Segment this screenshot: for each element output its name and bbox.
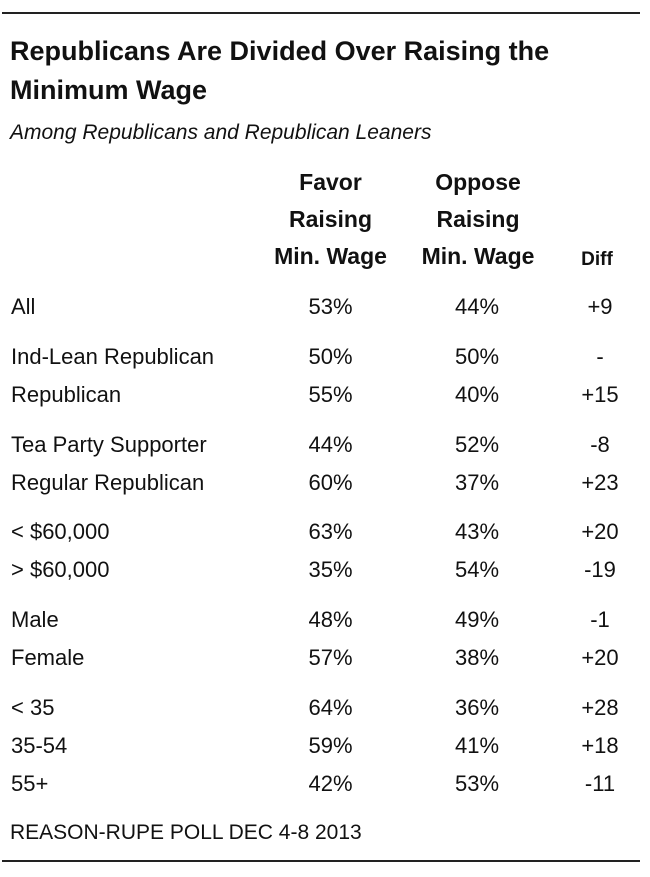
row-label: > $60,000 xyxy=(11,557,110,582)
oppose-value: 41% xyxy=(454,733,500,758)
favor-value: 48% xyxy=(308,607,353,632)
oppose-value: 52% xyxy=(454,432,500,457)
row-label: Regular Republican xyxy=(11,470,205,495)
header-oppose: Oppose Raising Min. Wage xyxy=(402,164,554,275)
table-row: 55+ 42% 53% -11 xyxy=(0,769,650,799)
header-favor-line: Min. Wage xyxy=(274,243,387,269)
row-label: Ind-Lean Republican xyxy=(11,344,215,369)
diff-value: -8 xyxy=(590,432,610,457)
diff-value: - xyxy=(596,344,604,369)
header-oppose-line: Raising xyxy=(436,206,520,232)
diff-value: -11 xyxy=(584,771,616,796)
bottom-rule xyxy=(2,860,640,862)
table-row: < 35 64% 36% +28 xyxy=(0,693,650,723)
table-row: Male 48% 49% -1 xyxy=(0,605,650,635)
favor-value: 63% xyxy=(308,519,353,544)
top-rule xyxy=(2,12,640,14)
favor-value: 44% xyxy=(308,432,353,457)
oppose-value: 40% xyxy=(454,382,500,407)
header-favor-line: Raising xyxy=(288,206,373,232)
row-label: < 35 xyxy=(11,695,55,720)
favor-value: 60% xyxy=(308,470,353,495)
header-favor: Favor Raising Min. Wage xyxy=(258,164,403,275)
oppose-value: 43% xyxy=(454,519,500,544)
oppose-value: 50% xyxy=(454,344,500,369)
oppose-value: 38% xyxy=(454,645,500,670)
header-oppose-line: Oppose xyxy=(435,169,521,195)
table-row: All 53% 44% +9 xyxy=(0,292,650,322)
table-row: Regular Republican 60% 37% +23 xyxy=(0,468,650,498)
table-subtitle: Among Republicans and Republican Leaners xyxy=(10,121,432,144)
header-oppose-line: Min. Wage xyxy=(421,243,535,269)
favor-value: 64% xyxy=(308,695,353,720)
oppose-value: 37% xyxy=(454,470,500,495)
diff-value: +15 xyxy=(581,382,619,407)
row-label: Tea Party Supporter xyxy=(11,432,207,457)
table-row: Tea Party Supporter 44% 52% -8 xyxy=(0,430,650,460)
row-label: All xyxy=(11,294,36,319)
diff-value: +18 xyxy=(581,733,619,758)
diff-value: -19 xyxy=(584,557,616,582)
favor-value: 59% xyxy=(308,733,353,758)
table-row: Female 57% 38% +20 xyxy=(0,643,650,673)
table-row: 35-54 59% 41% +18 xyxy=(0,731,650,761)
oppose-value: 49% xyxy=(454,607,500,632)
favor-value: 55% xyxy=(308,382,353,407)
table-title: Republicans Are Divided Over Raising the… xyxy=(10,36,550,105)
table-row: Republican 55% 40% +15 xyxy=(0,380,650,410)
favor-value: 42% xyxy=(308,771,353,796)
row-label: 35-54 xyxy=(11,733,68,758)
header-favor-line: Favor xyxy=(299,169,362,195)
diff-value: +28 xyxy=(581,695,619,720)
diff-value: +9 xyxy=(587,294,613,319)
row-label: < $60,000 xyxy=(11,519,110,544)
favor-value: 57% xyxy=(308,645,353,670)
row-label: Female xyxy=(11,645,85,670)
oppose-value: 44% xyxy=(454,294,500,319)
oppose-value: 54% xyxy=(454,557,500,582)
oppose-value: 36% xyxy=(454,695,500,720)
table-row: Ind-Lean Republican 50% 50% - xyxy=(0,342,650,372)
favor-value: 53% xyxy=(308,294,353,319)
header-diff: Diff xyxy=(581,249,613,270)
favor-value: 35% xyxy=(308,557,353,582)
source-note: REASON-RUPE POLL DEC 4-8 2013 xyxy=(10,821,362,844)
row-label: 55+ xyxy=(11,771,49,796)
row-label: Male xyxy=(11,607,59,632)
diff-value: +20 xyxy=(581,519,619,544)
diff-value: -1 xyxy=(590,607,610,632)
table-row: > $60,000 35% 54% -19 xyxy=(0,555,650,585)
oppose-value: 53% xyxy=(454,771,500,796)
row-label: Republican xyxy=(11,382,122,407)
diff-value: +20 xyxy=(581,645,619,670)
diff-value: +23 xyxy=(581,470,619,495)
favor-value: 50% xyxy=(308,344,353,369)
table-row: < $60,000 63% 43% +20 xyxy=(0,517,650,547)
